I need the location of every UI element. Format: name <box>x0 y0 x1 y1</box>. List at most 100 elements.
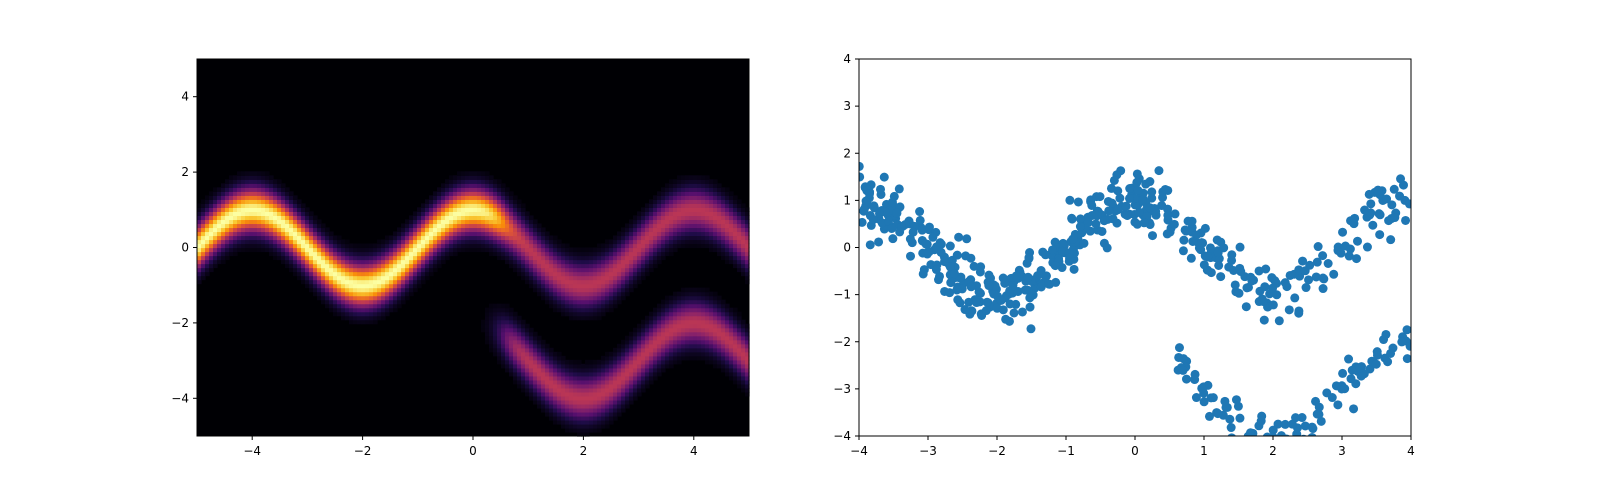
heatmap-cell <box>345 243 350 249</box>
heatmap-cell <box>509 235 514 241</box>
heatmap-cell <box>237 203 242 208</box>
heatmap-ytick-label: −4 <box>171 391 189 405</box>
heatmap-cell <box>693 331 698 337</box>
heatmap-cell <box>301 203 306 208</box>
heatmap-cell <box>581 391 586 397</box>
heatmap-cell <box>233 251 238 257</box>
heatmap-cell <box>313 255 318 261</box>
heatmap-cell <box>621 391 626 397</box>
heatmap-cell <box>301 275 306 281</box>
heatmap-cell <box>669 251 674 257</box>
heatmap-cell <box>605 247 610 253</box>
heatmap-cell <box>373 279 378 285</box>
heatmap-cell <box>329 263 334 269</box>
heatmap-cell <box>405 271 410 277</box>
heatmap-cell <box>369 307 374 313</box>
heatmap-cell <box>713 335 718 341</box>
heatmap-cell <box>389 279 394 285</box>
heatmap-cell <box>465 247 470 253</box>
heatmap-cell <box>273 247 278 253</box>
heatmap-cell <box>745 231 750 237</box>
heatmap-cell <box>693 223 698 229</box>
heatmap-cell <box>297 219 302 225</box>
heatmap-cell <box>597 415 602 421</box>
heatmap-cell <box>421 235 426 241</box>
heatmap-cell <box>297 199 302 204</box>
heatmap-cell <box>385 243 390 249</box>
heatmap-cell <box>329 231 334 237</box>
heatmap-cell <box>285 207 290 212</box>
heatmap-cell <box>601 311 606 317</box>
heatmap-cell <box>229 251 234 257</box>
heatmap-cell <box>525 255 530 261</box>
heatmap-cell <box>221 223 226 229</box>
heatmap-cell <box>601 371 606 377</box>
heatmap-cell <box>573 263 578 269</box>
heatmap-cell <box>197 279 202 285</box>
heatmap-cell <box>593 367 598 373</box>
heatmap-cell <box>733 243 738 249</box>
heatmap-cell <box>285 263 290 269</box>
heatmap-cell <box>217 215 222 221</box>
heatmap-cell <box>233 199 238 204</box>
heatmap-cell <box>705 231 710 237</box>
heatmap-cell <box>573 379 578 385</box>
heatmap-cell <box>309 271 314 277</box>
heatmap-cell <box>669 351 674 357</box>
heatmap-cell <box>397 303 402 309</box>
heatmap-cell <box>701 315 706 321</box>
heatmap-cell <box>497 303 502 309</box>
heatmap-cell <box>513 323 518 329</box>
heatmap-cell <box>441 199 446 204</box>
heatmap-cell <box>349 247 354 253</box>
heatmap-cell <box>705 351 710 357</box>
heatmap-cell <box>405 247 410 253</box>
heatmap-cell <box>533 287 538 293</box>
heatmap-cell <box>533 243 538 249</box>
heatmap-cell <box>429 231 434 237</box>
heatmap-cell <box>733 255 738 261</box>
heatmap-cell <box>385 251 390 257</box>
heatmap-cell <box>725 359 730 365</box>
heatmap-cell <box>249 183 254 188</box>
scatter-point <box>1386 348 1396 358</box>
heatmap-cell <box>593 291 598 297</box>
heatmap-cell <box>617 243 622 249</box>
heatmap-cell <box>729 227 734 233</box>
heatmap-cell <box>321 263 326 269</box>
heatmap-cell <box>505 367 510 373</box>
heatmap-cell <box>605 395 610 401</box>
heatmap-cell <box>537 239 542 245</box>
heatmap-cell <box>613 407 618 413</box>
heatmap-cell <box>585 415 590 421</box>
scatter-point <box>905 234 915 244</box>
heatmap-cell <box>333 283 338 289</box>
heatmap-cell <box>637 355 642 361</box>
heatmap-cell <box>737 319 742 325</box>
heatmap-cell <box>545 407 550 413</box>
scatter-point <box>1197 383 1207 393</box>
heatmap-cell <box>733 335 738 341</box>
heatmap-cell <box>489 207 494 212</box>
heatmap-cell <box>505 215 510 221</box>
heatmap-cell <box>733 235 738 241</box>
heatmap-cell <box>541 243 546 249</box>
heatmap-cell <box>589 411 594 417</box>
heatmap-cell <box>565 411 570 417</box>
heatmap-cell <box>209 223 214 229</box>
heatmap-cell <box>573 359 578 365</box>
heatmap-cell <box>689 219 694 225</box>
heatmap-cell <box>745 367 750 373</box>
heatmap-cell <box>517 267 522 273</box>
heatmap-cell <box>645 231 650 237</box>
heatmap-cell <box>621 255 626 261</box>
heatmap-cell <box>405 223 410 229</box>
heatmap-cell <box>697 187 702 192</box>
heatmap-cell <box>653 343 658 349</box>
heatmap-cell <box>693 339 698 345</box>
heatmap-cell <box>717 335 722 341</box>
heatmap-cell <box>389 251 394 257</box>
heatmap-cell <box>693 227 698 233</box>
heatmap-cell <box>677 191 682 196</box>
heatmap-cell <box>733 319 738 325</box>
